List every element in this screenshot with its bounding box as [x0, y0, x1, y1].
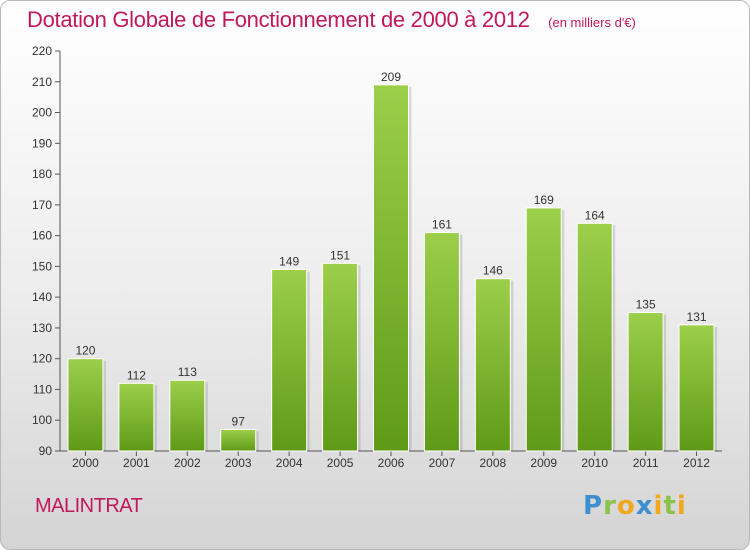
- data-label-2009: 169: [534, 193, 554, 207]
- data-label-2000: 120: [75, 344, 95, 358]
- chart-unit: (en milliers d'€): [548, 15, 636, 30]
- bar-2006: [373, 84, 409, 452]
- commune-name: MALINTRAT: [35, 495, 143, 517]
- bar-2008: [474, 278, 511, 452]
- y-tick-label: 110: [33, 382, 52, 396]
- data-labels: 120 112 113 97 149 151 209 161 146 169 164 135 131: [75, 70, 706, 429]
- data-label-2003: 97: [232, 414, 246, 428]
- y-tick-label: 160: [32, 229, 52, 243]
- data-label-2006: 209: [381, 70, 401, 84]
- x-tick-label: 2004: [276, 456, 303, 470]
- y-tick-label: 180: [32, 167, 52, 181]
- data-label-2002: 113: [178, 365, 197, 379]
- bar-2000: [67, 358, 104, 452]
- x-tick-label: 2012: [683, 456, 710, 470]
- bar-2005: [322, 262, 359, 452]
- bars: [67, 84, 718, 452]
- x-tick-label: 2007: [429, 456, 456, 470]
- y-tick-label: 220: [32, 44, 52, 58]
- data-label-2010: 164: [585, 208, 605, 222]
- y-tick-label: 90: [39, 444, 53, 458]
- y-tick-label: 190: [32, 136, 52, 150]
- bar-2002: [169, 379, 206, 452]
- bar-2010: [576, 222, 613, 452]
- y-tick-label: 150: [32, 259, 52, 273]
- data-label-2001: 112: [127, 368, 146, 382]
- x-tick-label: 2002: [174, 456, 201, 470]
- proxiti-logo: Proxiti: [583, 491, 687, 521]
- data-label-2007: 161: [432, 218, 452, 232]
- data-label-2011: 135: [636, 298, 656, 312]
- x-tick-label: 2000: [72, 456, 99, 470]
- bar-2011: [627, 312, 664, 452]
- y-tick-label: 170: [32, 198, 52, 212]
- x-tick-label: 2005: [327, 456, 354, 470]
- chart-title: Dotation Globale de Fonctionnement de 20…: [27, 7, 530, 32]
- y-tick-label: 100: [32, 413, 52, 427]
- bar-2007: [423, 232, 460, 452]
- bar-2004: [271, 268, 308, 452]
- x-tick-label: 2003: [225, 456, 252, 470]
- x-tick-label: 2009: [530, 456, 557, 470]
- axes: 90 100 110 120 130 140 150 160 170 180 190 200 210 22…: [32, 44, 722, 470]
- data-label-2012: 131: [687, 310, 707, 324]
- data-label-2008: 146: [483, 264, 503, 278]
- x-tick-label: 2006: [378, 456, 405, 470]
- y-tick-label: 140: [32, 290, 52, 304]
- bar-2012: [678, 324, 715, 452]
- data-label-2005: 151: [330, 248, 350, 262]
- y-tick-label: 120: [32, 352, 52, 366]
- x-tick-label: 2011: [633, 456, 659, 470]
- bar-2009: [525, 207, 562, 452]
- chart-title-row: Dotation Globale de Fonctionnement de 20…: [27, 7, 636, 33]
- y-tick-label: 210: [32, 75, 52, 89]
- x-tick-label: 2008: [479, 456, 506, 470]
- y-tick-label: 130: [32, 321, 52, 335]
- y-tick-label: 200: [32, 106, 52, 120]
- x-tick-label: 2010: [581, 456, 608, 470]
- bar-2003: [220, 428, 257, 452]
- bar-2001: [118, 382, 155, 452]
- data-label-2004: 149: [279, 254, 299, 268]
- x-tick-label: 2001: [123, 456, 150, 470]
